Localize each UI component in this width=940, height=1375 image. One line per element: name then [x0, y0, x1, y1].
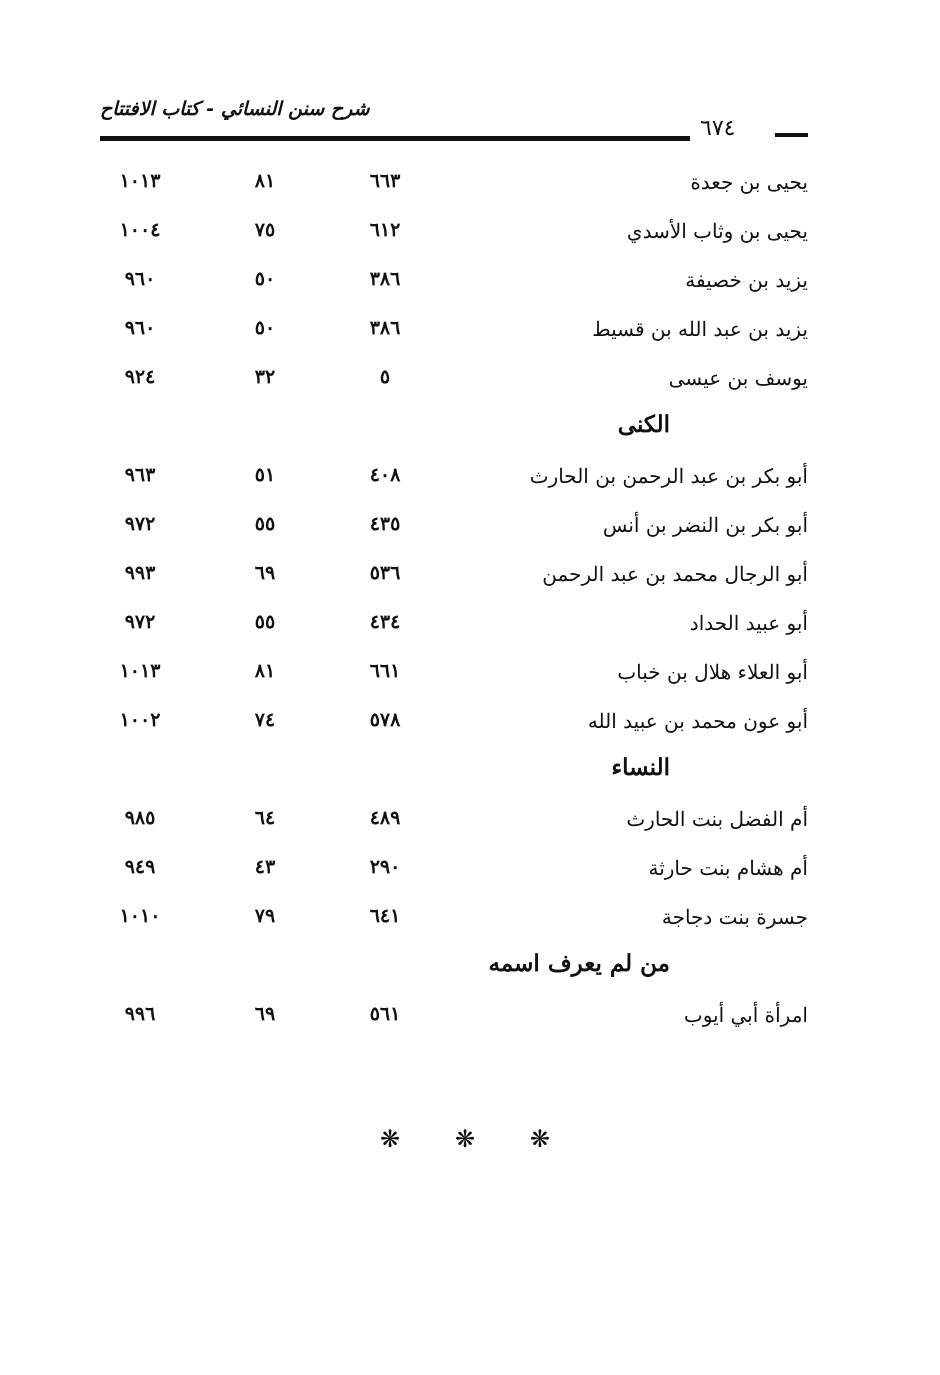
narrator-name: أبو الرجال محمد بن عبد الرحمن	[542, 562, 808, 586]
reference-number-1: ٣٨٦	[369, 317, 401, 339]
reference-number-2: ٦٩	[254, 1003, 276, 1025]
index-entry: أم هشام بنت حارثة ٢٩٠ ٤٣ ٩٤٩	[0, 846, 940, 895]
reference-number-2: ٧٩	[254, 905, 276, 927]
section-heading: الكنى	[617, 411, 670, 438]
reference-number-3: ٩٧٢	[124, 611, 156, 633]
reference-number-2: ٦٤	[254, 807, 276, 829]
reference-number-3: ٩٤٩	[124, 856, 156, 878]
page-number-dash	[775, 133, 808, 137]
reference-number-2: ٣٢	[254, 366, 276, 388]
reference-number-1: ٦٦٣	[369, 170, 401, 192]
reference-number-3: ١٠١٣	[119, 660, 161, 682]
index-entry: جسرة بنت دجاجة ٦٤١ ٧٩ ١٠١٠	[0, 895, 940, 944]
reference-number-3: ٩٦٠	[124, 268, 156, 290]
reference-number-1: ٢٩٠	[369, 856, 401, 878]
index-entry: يزيد بن عبد الله بن قسيط ٣٨٦ ٥٠ ٩٦٠	[0, 307, 940, 356]
section-heading: من لم يعرف اسمه	[488, 950, 670, 977]
reference-number-3: ٩٧٢	[124, 513, 156, 535]
star-ornament: ❋	[529, 1125, 550, 1153]
reference-number-3: ٩٢٤	[124, 366, 156, 388]
reference-number-1: ٤٣٥	[369, 513, 401, 535]
narrator-name: أبو بكر بن النضر بن أنس	[602, 513, 808, 537]
narrator-name: أبو عبيد الحداد	[689, 611, 808, 635]
reference-number-2: ٥٥	[254, 513, 276, 535]
reference-number-2: ٦٩	[254, 562, 276, 584]
narrator-name: أبو بكر بن عبد الرحمن بن الحارث	[529, 464, 808, 488]
reference-number-2: ٥٠	[254, 268, 276, 290]
reference-number-1: ٥	[379, 366, 391, 388]
narrator-name: امرأة أبي أيوب	[683, 1003, 808, 1027]
narrator-name: أبو العلاء هلال بن خباب	[617, 660, 808, 684]
reference-number-2: ٧٤	[254, 709, 276, 731]
reference-number-3: ١٠٠٤	[119, 219, 161, 241]
index-entry: أم الفضل بنت الحارث ٤٨٩ ٦٤ ٩٨٥	[0, 797, 940, 846]
index-list: يحيى بن جعدة ٦٦٣ ٨١ ١٠١٣ يحيى بن وثاب الأسدي…	[0, 160, 940, 1042]
index-entry: أبو عون محمد بن عبيد الله ٥٧٨ ٧٤ ١٠٠٢	[0, 699, 940, 748]
narrator-name: جسرة بنت دجاجة	[661, 905, 808, 929]
index-entry: أبو عبيد الحداد ٤٣٤ ٥٥ ٩٧٢	[0, 601, 940, 650]
reference-number-3: ١٠٠٢	[119, 709, 161, 731]
star-ornament: ❋	[380, 1125, 401, 1153]
reference-number-2: ٤٣	[254, 856, 276, 878]
star-ornament: ❋	[454, 1125, 476, 1153]
reference-number-1: ٥٣٦	[369, 562, 401, 584]
reference-number-1: ٤٠٨	[369, 464, 401, 486]
index-entry: يحيى بن وثاب الأسدي ٦١٢ ٧٥ ١٠٠٤	[0, 209, 940, 258]
reference-number-1: ٤٣٤	[369, 611, 401, 633]
reference-number-3: ٩٩٣	[124, 562, 156, 584]
narrator-name: أبو عون محمد بن عبيد الله	[587, 709, 808, 733]
reference-number-1: ٦٦١	[369, 660, 401, 682]
index-entry: يوسف بن عيسى ٥ ٣٢ ٩٢٤	[0, 356, 940, 405]
narrator-name: يزيد بن عبد الله بن قسيط	[592, 317, 808, 341]
reference-number-1: ٥٦١	[369, 1003, 401, 1025]
narrator-name: يوسف بن عيسى	[668, 366, 808, 390]
reference-number-3: ٩٦٣	[124, 464, 156, 486]
index-entry: أبو بكر بن عبد الرحمن بن الحارث ٤٠٨ ٥١ ٩٦٣	[0, 454, 940, 503]
reference-number-1: ٦٤١	[369, 905, 401, 927]
reference-number-2: ٥٠	[254, 317, 276, 339]
reference-number-1: ٥٧٨	[369, 709, 401, 731]
reference-number-2: ٨١	[254, 660, 276, 682]
narrator-name: يزيد بن خصيفة	[685, 268, 808, 292]
section-heading-row: من لم يعرف اسمه	[0, 944, 940, 993]
reference-number-3: ٩٩٦	[124, 1003, 156, 1025]
index-entry: امرأة أبي أيوب ٥٦١ ٦٩ ٩٩٦	[0, 993, 940, 1042]
reference-number-2: ٥١	[254, 464, 276, 486]
index-entry: أبو بكر بن النضر بن أنس ٤٣٥ ٥٥ ٩٧٢	[0, 503, 940, 552]
reference-number-3: ١٠١٣	[119, 170, 161, 192]
reference-number-2: ٥٥	[254, 611, 276, 633]
reference-number-1: ٣٨٦	[369, 268, 401, 290]
index-entry: أبو العلاء هلال بن خباب ٦٦١ ٨١ ١٠١٣	[0, 650, 940, 699]
reference-number-1: ٦١٢	[369, 219, 401, 241]
index-entry: يزيد بن خصيفة ٣٨٦ ٥٠ ٩٦٠	[0, 258, 940, 307]
section-heading-row: النساء	[0, 748, 940, 797]
narrator-name: يحيى بن وثاب الأسدي	[626, 219, 808, 243]
running-header-title: شرح سنن النسائي - كتاب الافتتاح	[100, 98, 370, 120]
reference-number-3: ١٠١٠	[119, 905, 161, 927]
reference-number-1: ٤٨٩	[369, 807, 401, 829]
section-separator: ❋ ❋ ❋	[380, 1125, 550, 1153]
narrator-name: أم هشام بنت حارثة	[648, 856, 808, 880]
section-heading: النساء	[611, 754, 670, 781]
reference-number-2: ٧٥	[254, 219, 276, 241]
index-entry: يحيى بن جعدة ٦٦٣ ٨١ ١٠١٣	[0, 160, 940, 209]
header-rule	[100, 136, 690, 141]
page-number: ٦٧٤	[700, 116, 736, 141]
index-entry: أبو الرجال محمد بن عبد الرحمن ٥٣٦ ٦٩ ٩٩٣	[0, 552, 940, 601]
reference-number-2: ٨١	[254, 170, 276, 192]
narrator-name: أم الفضل بنت الحارث	[626, 807, 808, 831]
reference-number-3: ٩٨٥	[124, 807, 156, 829]
narrator-name: يحيى بن جعدة	[690, 170, 808, 194]
reference-number-3: ٩٦٠	[124, 317, 156, 339]
section-heading-row: الكنى	[0, 405, 940, 454]
